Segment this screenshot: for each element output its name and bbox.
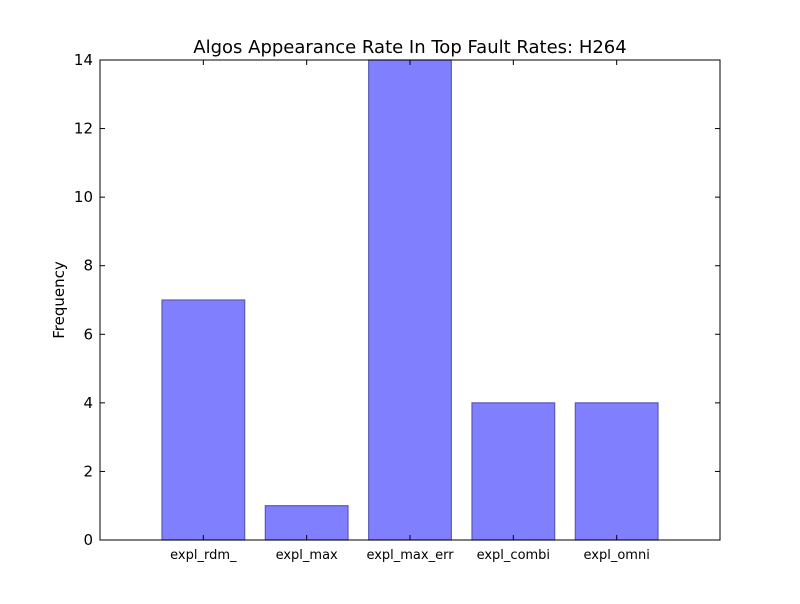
x-tick-label: expl_combi <box>477 548 550 563</box>
chart-title: Algos Appearance Rate In Top Fault Rates… <box>193 37 626 58</box>
plot-frame <box>99 59 721 541</box>
y-tick-label: 0 <box>83 531 93 549</box>
y-tick-label: 14 <box>74 51 93 69</box>
y-axis-label: Frequency <box>50 261 68 339</box>
bars-layer <box>161 59 659 541</box>
x-tick-label: expl_max <box>276 548 338 563</box>
y-tick-label: 10 <box>74 188 93 206</box>
ticks-layer: expl_rdm_ expl_max expl_max_err expl_combi e… <box>74 51 720 563</box>
bar-expl_max_err <box>368 59 452 541</box>
x-tick-label: expl_max_err <box>366 548 454 563</box>
y-tick-label: 8 <box>83 257 93 275</box>
bar-expl_omni <box>574 402 659 541</box>
y-tick-label: 12 <box>74 120 93 138</box>
x-tick-label: expl_omni <box>584 548 650 563</box>
y-tick-label: 6 <box>83 325 93 343</box>
bar-expl_combi <box>471 402 556 541</box>
y-tick-label: 2 <box>83 462 93 480</box>
bar-expl_rdm_ <box>161 299 246 541</box>
y-tick-label: 4 <box>83 394 93 412</box>
bar-expl_max <box>264 505 349 541</box>
x-tick-label: expl_rdm_ <box>170 548 237 563</box>
